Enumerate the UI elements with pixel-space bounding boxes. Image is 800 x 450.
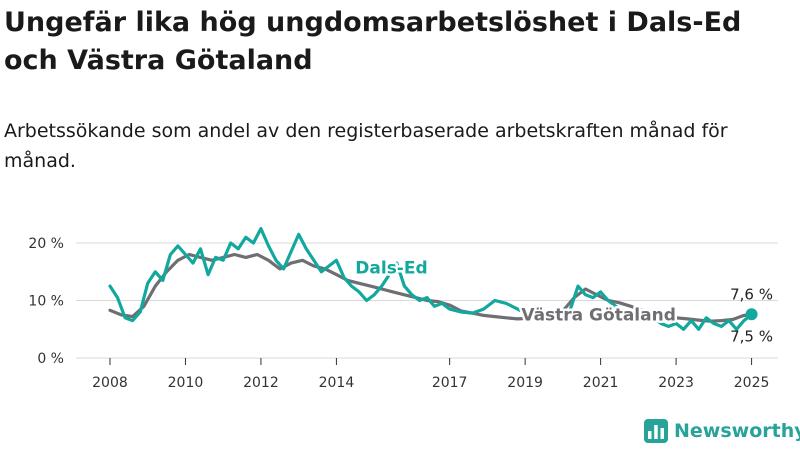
chart-subtitle: Arbetssökande som andel av den registerb… (4, 120, 728, 172)
x-tick-label: 2023 (658, 375, 694, 391)
series-label-halo: Dals-Ed (355, 258, 427, 278)
end-value-label: 7,6 % (730, 285, 773, 303)
x-tick-label: 2017 (432, 375, 468, 391)
newsworthy-logo: Newsworthy (644, 419, 800, 443)
x-tick-label: 2019 (507, 375, 543, 391)
x-tick-label: 2012 (243, 375, 279, 391)
x-tick-label: 2010 (168, 375, 204, 391)
y-tick-label: 0 % (37, 351, 64, 367)
end-point-marker (745, 308, 758, 321)
series-label: Dals-Ed (355, 258, 427, 278)
series-label-halo: Västra Götaland (521, 306, 676, 326)
x-tick-label: 2021 (583, 375, 619, 391)
bar-chart-logo-icon (644, 419, 668, 443)
x-tick-label: 2014 (319, 375, 355, 391)
brand-name: Newsworthy (674, 420, 800, 442)
y-tick-label: 20 % (28, 236, 64, 252)
end-value-label: 7,5 % (730, 327, 773, 345)
series-label: Västra Götaland (521, 306, 676, 326)
series-line-dals-ed (108, 227, 754, 331)
x-tick-label: 2025 (734, 375, 770, 391)
x-tick-label: 2008 (92, 375, 128, 391)
y-tick-label: 10 % (28, 294, 64, 310)
chart-title: Ungefär lika hög ungdomsarbetslöshet i D… (4, 7, 742, 76)
